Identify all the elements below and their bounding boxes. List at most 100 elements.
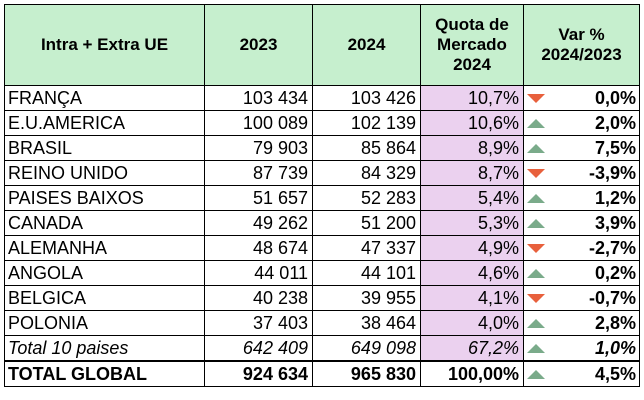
value-2023[interactable]: 44 011 bbox=[204, 260, 313, 286]
value-2024[interactable]: 38 464 bbox=[312, 310, 421, 336]
arrow-up-icon bbox=[527, 318, 545, 328]
value-2024[interactable]: 85 864 bbox=[312, 135, 421, 161]
market-share[interactable]: 4,9% bbox=[420, 235, 524, 261]
value-2023[interactable]: 79 903 bbox=[204, 135, 313, 161]
value-2023[interactable]: 87 739 bbox=[204, 160, 313, 186]
subtotal-name[interactable]: Total 10 paises bbox=[4, 335, 205, 362]
country-name[interactable]: FRANÇA bbox=[4, 85, 205, 111]
table-row: BRASIL 79 903 85 864 8,9% 7,5% bbox=[4, 135, 640, 161]
arrow-up-icon bbox=[527, 268, 545, 278]
arrow-down-icon bbox=[527, 168, 545, 178]
total-variation[interactable]: 4,5% bbox=[523, 360, 640, 387]
arrow-up-icon bbox=[527, 118, 545, 128]
total-2023[interactable]: 924 634 bbox=[204, 360, 313, 387]
variation[interactable]: 1,2% bbox=[523, 185, 640, 211]
table-row: ALEMANHA 48 674 47 337 4,9% -2,7% bbox=[4, 235, 640, 261]
country-name[interactable]: REINO UNIDO bbox=[4, 160, 205, 186]
value-2024[interactable]: 103 426 bbox=[312, 85, 421, 111]
variation[interactable]: -3,9% bbox=[523, 160, 640, 186]
table-row: POLONIA 37 403 38 464 4,0% 2,8% bbox=[4, 310, 640, 336]
arrow-down-icon bbox=[527, 293, 545, 303]
value-2023[interactable]: 51 657 bbox=[204, 185, 313, 211]
variation-value: 1,2% bbox=[594, 188, 636, 208]
header-2024[interactable]: 2024 bbox=[312, 4, 421, 86]
variation-value: 3,9% bbox=[594, 213, 636, 233]
value-2023[interactable]: 103 434 bbox=[204, 85, 313, 111]
total-row: TOTAL GLOBAL 924 634 965 830 100,00% 4,5… bbox=[4, 360, 640, 387]
header-market-share[interactable]: Quota de Mercado 2024 bbox=[420, 4, 524, 86]
total-2024[interactable]: 965 830 bbox=[312, 360, 421, 387]
country-name[interactable]: POLONIA bbox=[4, 310, 205, 336]
arrow-down-icon bbox=[527, 243, 545, 253]
country-name[interactable]: BRASIL bbox=[4, 135, 205, 161]
variation-value: 2,0% bbox=[594, 113, 636, 133]
market-share[interactable]: 10,7% bbox=[420, 85, 524, 111]
arrow-up-icon bbox=[527, 218, 545, 228]
header-region[interactable]: Intra + Extra UE bbox=[4, 4, 205, 86]
subtotal-variation-value: 1,0% bbox=[594, 338, 636, 358]
country-name[interactable]: ALEMANHA bbox=[4, 235, 205, 261]
value-2024[interactable]: 47 337 bbox=[312, 235, 421, 261]
market-share[interactable]: 8,9% bbox=[420, 135, 524, 161]
country-name[interactable]: CANADA bbox=[4, 210, 205, 236]
variation[interactable]: -0,7% bbox=[523, 285, 640, 311]
variation[interactable]: 2,0% bbox=[523, 110, 640, 136]
country-name[interactable]: BELGICA bbox=[4, 285, 205, 311]
country-name[interactable]: PAISES BAIXOS bbox=[4, 185, 205, 211]
table-row: CANADA 49 262 51 200 5,3% 3,9% bbox=[4, 210, 640, 236]
country-name[interactable]: E.U.AMERICA bbox=[4, 110, 205, 136]
subtotal-2024[interactable]: 649 098 bbox=[312, 335, 421, 362]
value-2024[interactable]: 84 329 bbox=[312, 160, 421, 186]
value-2024[interactable]: 102 139 bbox=[312, 110, 421, 136]
market-share[interactable]: 8,7% bbox=[420, 160, 524, 186]
variation[interactable]: -2,7% bbox=[523, 235, 640, 261]
header-2023[interactable]: 2023 bbox=[204, 4, 313, 86]
variation-value: -0,7% bbox=[588, 288, 636, 308]
header-variation-line2: 2024/2023 bbox=[541, 45, 622, 64]
variation[interactable]: 3,9% bbox=[523, 210, 640, 236]
value-2024[interactable]: 44 101 bbox=[312, 260, 421, 286]
subtotal-2023[interactable]: 642 409 bbox=[204, 335, 313, 362]
variation-value: 2,8% bbox=[594, 313, 636, 333]
table-row: E.U.AMERICA 100 089 102 139 10,6% 2,0% bbox=[4, 110, 640, 136]
header-variation[interactable]: Var % 2024/2023 bbox=[523, 4, 640, 86]
total-share[interactable]: 100,00% bbox=[420, 360, 524, 387]
total-name[interactable]: TOTAL GLOBAL bbox=[4, 360, 205, 387]
value-2024[interactable]: 52 283 bbox=[312, 185, 421, 211]
subtotal-share[interactable]: 67,2% bbox=[420, 335, 524, 362]
variation[interactable]: 0,0% bbox=[523, 85, 640, 111]
market-share[interactable]: 4,6% bbox=[420, 260, 524, 286]
market-share[interactable]: 5,3% bbox=[420, 210, 524, 236]
market-share[interactable]: 4,1% bbox=[420, 285, 524, 311]
value-2024[interactable]: 51 200 bbox=[312, 210, 421, 236]
variation[interactable]: 0,2% bbox=[523, 260, 640, 286]
arrow-up-icon bbox=[527, 143, 545, 153]
export-markets-table: Intra + Extra UE 2023 2024 Quota de Merc… bbox=[4, 4, 640, 387]
variation-value: 0,2% bbox=[594, 263, 636, 283]
value-2023[interactable]: 40 238 bbox=[204, 285, 313, 311]
total-variation-value: 4,5% bbox=[594, 364, 636, 384]
value-2023[interactable]: 49 262 bbox=[204, 210, 313, 236]
table-row: PAISES BAIXOS 51 657 52 283 5,4% 1,2% bbox=[4, 185, 640, 211]
arrow-up-icon bbox=[527, 193, 545, 203]
subtotal-variation[interactable]: 1,0% bbox=[523, 335, 640, 362]
market-share[interactable]: 10,6% bbox=[420, 110, 524, 136]
subtotal-row: Total 10 paises 642 409 649 098 67,2% 1,… bbox=[4, 335, 640, 362]
variation-value: -2,7% bbox=[588, 238, 636, 258]
table-row: BELGICA 40 238 39 955 4,1% -0,7% bbox=[4, 285, 640, 311]
variation-value: -3,9% bbox=[588, 163, 636, 183]
table-row: REINO UNIDO 87 739 84 329 8,7% -3,9% bbox=[4, 160, 640, 186]
market-share[interactable]: 5,4% bbox=[420, 185, 524, 211]
value-2024[interactable]: 39 955 bbox=[312, 285, 421, 311]
market-share[interactable]: 4,0% bbox=[420, 310, 524, 336]
variation[interactable]: 7,5% bbox=[523, 135, 640, 161]
value-2023[interactable]: 48 674 bbox=[204, 235, 313, 261]
variation-value: 7,5% bbox=[594, 138, 636, 158]
table-body: FRANÇA 103 434 103 426 10,7% 0,0% E.U.AMERICA… bbox=[4, 85, 640, 387]
value-2023[interactable]: 100 089 bbox=[204, 110, 313, 136]
header-market-share-line2: Mercado bbox=[437, 35, 507, 54]
variation[interactable]: 2,8% bbox=[523, 310, 640, 336]
country-name[interactable]: ANGOLA bbox=[4, 260, 205, 286]
value-2023[interactable]: 37 403 bbox=[204, 310, 313, 336]
